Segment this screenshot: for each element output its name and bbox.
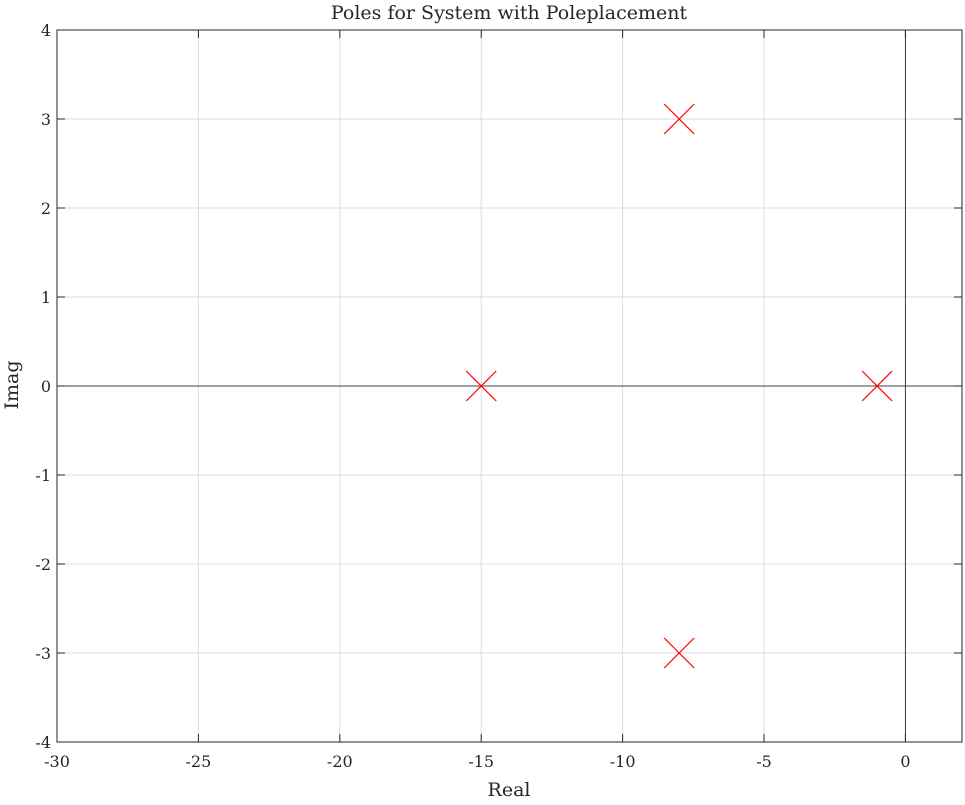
y-tick-label: -4 <box>35 733 51 752</box>
x-tick-label: 0 <box>900 752 910 771</box>
y-tick-label: 0 <box>41 377 51 396</box>
x-tick-label: -30 <box>44 752 70 771</box>
y-tick-label: -3 <box>35 644 51 663</box>
y-tick-label: -2 <box>35 555 51 574</box>
x-tick-label: -5 <box>756 752 772 771</box>
y-tick-label: -1 <box>35 466 51 485</box>
x-tick-label: -25 <box>186 752 212 771</box>
pole-marker <box>663 637 695 669</box>
x-axis-title: Real <box>488 779 531 800</box>
y-tick-label: 2 <box>41 199 51 218</box>
x-tick-label: -10 <box>610 752 636 771</box>
marker-layer <box>465 103 893 669</box>
pole-marker <box>465 370 497 402</box>
zero-lines <box>57 30 962 742</box>
y-tick-label: 1 <box>41 288 51 307</box>
chart-title: Poles for System with Poleplacement <box>331 2 688 24</box>
pole-marker <box>861 370 893 402</box>
y-tick-label: 4 <box>41 21 51 40</box>
y-tick-label: 3 <box>41 110 51 129</box>
pole-marker <box>663 103 695 135</box>
x-tick-label: -15 <box>468 752 494 771</box>
y-axis-title: Imag <box>1 360 23 409</box>
x-tick-label: -20 <box>327 752 353 771</box>
